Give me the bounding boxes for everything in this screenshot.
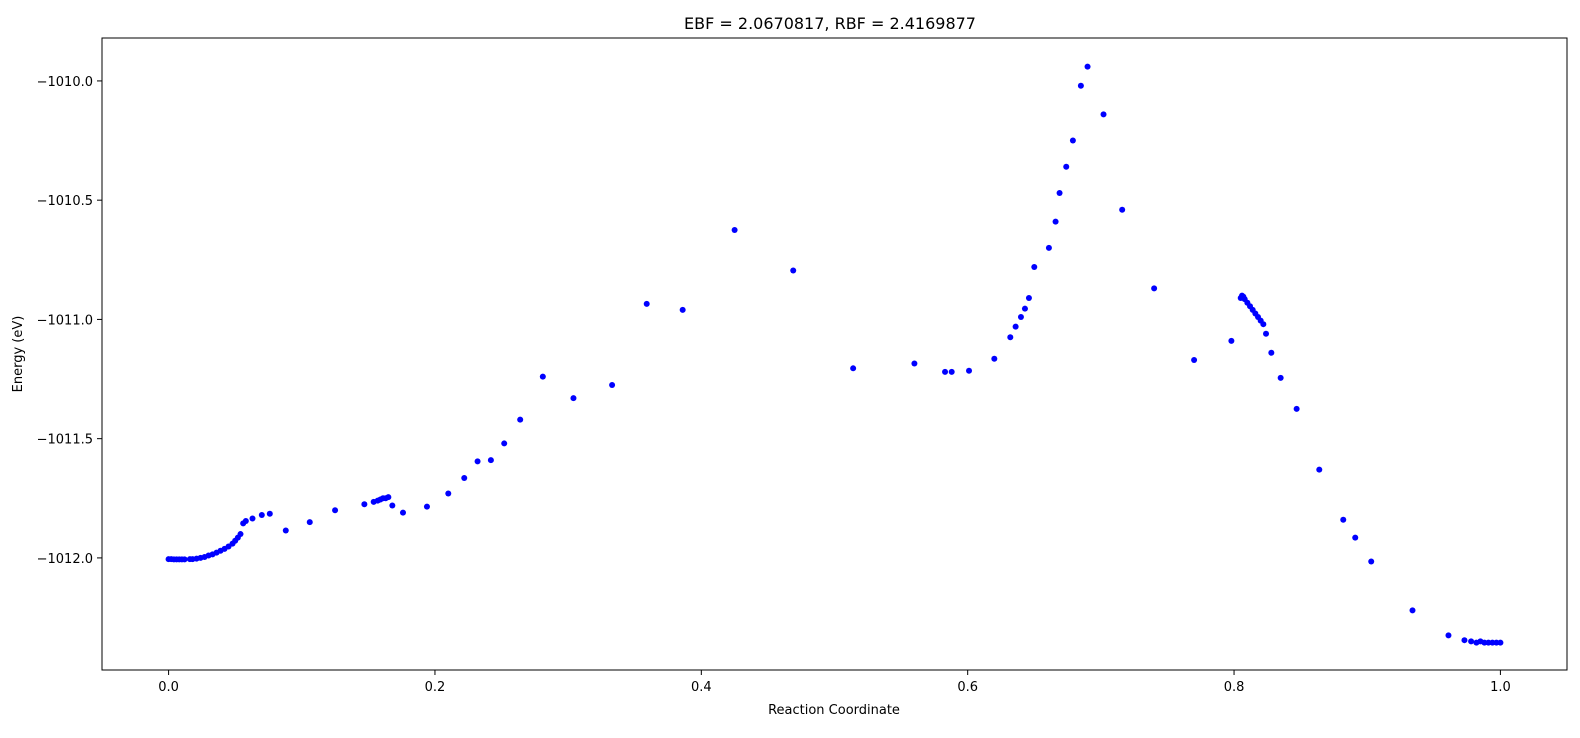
data-point bbox=[423, 503, 430, 510]
data-point bbox=[249, 515, 256, 522]
data-point bbox=[1031, 263, 1038, 270]
y-tick-label: −1011.0 bbox=[37, 313, 93, 328]
data-point bbox=[1069, 137, 1076, 144]
data-point bbox=[1025, 294, 1032, 301]
data-point bbox=[1151, 285, 1158, 292]
data-point bbox=[487, 457, 494, 464]
data-point bbox=[1052, 218, 1059, 225]
x-tick-label: 0.8 bbox=[1224, 680, 1245, 695]
x-tick-label: 1.0 bbox=[1490, 680, 1511, 695]
data-point bbox=[609, 382, 616, 389]
data-point bbox=[1084, 63, 1091, 70]
data-point bbox=[966, 367, 973, 374]
data-point bbox=[461, 475, 468, 482]
data-point bbox=[790, 267, 797, 274]
data-point bbox=[1191, 356, 1198, 363]
data-point bbox=[1461, 637, 1468, 644]
data-point bbox=[911, 360, 918, 367]
data-point bbox=[237, 531, 244, 538]
data-point bbox=[306, 519, 313, 526]
y-axis-label: Energy (eV) bbox=[11, 316, 26, 393]
y-tick-label: −1012.0 bbox=[37, 552, 93, 567]
x-tick-label: 0.4 bbox=[691, 680, 712, 695]
data-point bbox=[1045, 244, 1052, 251]
data-point bbox=[1012, 323, 1019, 330]
y-tick-label: −1010.0 bbox=[37, 75, 93, 90]
chart-title: EBF = 2.0670817, RBF = 2.4169877 bbox=[684, 14, 976, 33]
data-point bbox=[1007, 334, 1014, 341]
data-point bbox=[399, 509, 406, 516]
data-point bbox=[474, 458, 481, 465]
y-tick-label: −1010.5 bbox=[37, 194, 93, 209]
data-point bbox=[1293, 405, 1300, 412]
data-point bbox=[1352, 534, 1359, 541]
data-point bbox=[679, 306, 686, 313]
data-point bbox=[445, 490, 452, 497]
x-tick-label: 0.6 bbox=[957, 680, 978, 695]
data-point bbox=[1340, 516, 1347, 523]
data-point bbox=[501, 440, 508, 447]
data-point bbox=[942, 368, 949, 375]
data-point bbox=[266, 510, 273, 517]
data-point bbox=[1277, 374, 1284, 381]
data-point bbox=[991, 355, 998, 362]
data-point bbox=[385, 494, 392, 501]
plot-frame bbox=[101, 37, 1568, 671]
data-point bbox=[1228, 337, 1235, 344]
data-point bbox=[1316, 466, 1323, 473]
data-point bbox=[1077, 82, 1084, 89]
data-point bbox=[1063, 163, 1070, 170]
data-point bbox=[258, 511, 265, 518]
data-point bbox=[1056, 190, 1063, 197]
x-tick-label: 0.2 bbox=[425, 680, 446, 695]
x-tick-label: 0.0 bbox=[158, 680, 179, 695]
data-point bbox=[1445, 632, 1452, 639]
data-point bbox=[570, 395, 577, 402]
plot-area bbox=[165, 63, 1504, 646]
y-axis: −1012.0 −1011.5 −1011.0 −1010.5 −1010.0 bbox=[37, 75, 102, 567]
data-point bbox=[1260, 321, 1267, 328]
data-point bbox=[517, 416, 524, 423]
data-point bbox=[850, 365, 857, 372]
data-point bbox=[948, 368, 955, 375]
data-point bbox=[389, 502, 396, 509]
data-point bbox=[181, 556, 188, 563]
data-point bbox=[1409, 607, 1416, 614]
data-point bbox=[1263, 330, 1270, 337]
y-tick-label: −1011.5 bbox=[37, 433, 93, 448]
data-point bbox=[1368, 558, 1375, 565]
data-point bbox=[1017, 314, 1024, 321]
data-point bbox=[539, 373, 546, 380]
data-point bbox=[643, 300, 650, 307]
data-point bbox=[731, 226, 738, 233]
data-point bbox=[1497, 639, 1504, 646]
x-axis-label: Reaction Coordinate bbox=[768, 703, 900, 718]
data-point bbox=[1100, 111, 1107, 118]
data-point bbox=[1468, 638, 1475, 645]
data-point bbox=[1021, 305, 1028, 312]
data-point bbox=[361, 501, 368, 508]
data-point bbox=[282, 527, 289, 534]
data-point bbox=[242, 517, 249, 524]
data-point bbox=[1119, 206, 1126, 213]
data-point bbox=[1268, 349, 1275, 356]
data-point bbox=[332, 507, 339, 514]
x-axis: 0.0 0.2 0.4 0.6 0.8 1.0 bbox=[158, 670, 1511, 695]
